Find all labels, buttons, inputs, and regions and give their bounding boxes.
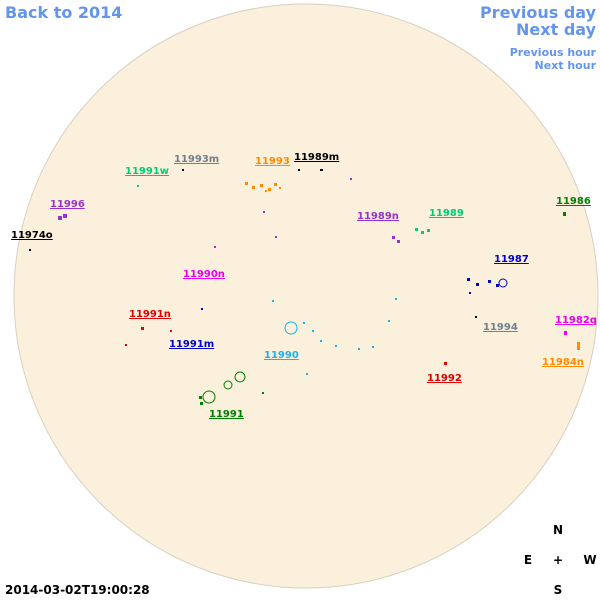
region-link[interactable]: 11993m [174,154,219,165]
next-day-link[interactable]: Next day [516,20,597,39]
region-link[interactable]: 11982q [555,315,597,326]
sunspots [29,169,580,405]
region-link[interactable]: 11991w [125,166,169,177]
back-link[interactable]: Back to 2014 [5,3,122,22]
region-link[interactable]: 11984n [542,357,584,368]
region-link[interactable]: 11993 [255,156,290,167]
region-link[interactable]: 11990 [264,350,299,361]
region-link[interactable]: 11989n [357,211,399,222]
region-link[interactable]: 11989m [294,152,339,163]
region-link[interactable]: 11974o [11,230,53,241]
region-link[interactable]: 11994 [483,322,518,333]
region-link[interactable]: 11989 [429,208,464,219]
previous-hour-link[interactable]: Previous hour [510,46,597,59]
compass: N E + W S [524,523,597,597]
region-link[interactable]: 11986 [556,196,591,207]
region-link[interactable]: 11987 [494,254,529,265]
timestamp: 2014-03-02T19:00:28 [5,583,150,597]
compass-north: N [553,523,563,537]
compass-east: E [524,553,532,567]
region-link[interactable]: 11991m [169,339,214,350]
solar-disk [13,3,599,589]
region-link[interactable]: 11991 [209,409,244,420]
next-hour-link[interactable]: Next hour [535,59,597,72]
compass-west: W [583,553,596,567]
region-link[interactable]: 11991n [129,309,171,320]
compass-south: S [554,583,563,597]
previous-day-link[interactable]: Previous day [480,3,597,22]
region-labels: 11993m 11993 11989m 11991w 11996 11974o … [11,152,597,420]
region-link[interactable]: 11990n [183,269,225,280]
region-link[interactable]: 11996 [50,199,85,210]
compass-center: + [553,553,563,567]
region-link[interactable]: 11992 [427,373,462,384]
